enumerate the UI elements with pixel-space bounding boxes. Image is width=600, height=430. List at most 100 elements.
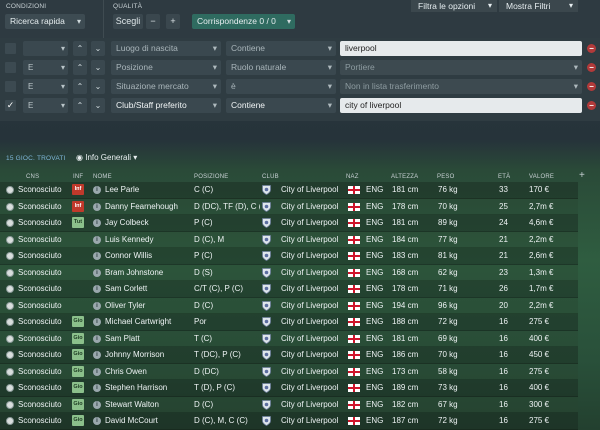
row-select-radio[interactable]: [6, 219, 14, 227]
player-name-link[interactable]: Connor Willis: [105, 251, 153, 260]
row-select-radio[interactable]: [6, 367, 14, 376]
info-icon[interactable]: i: [93, 252, 101, 260]
move-up-button[interactable]: ⌃: [73, 98, 87, 113]
info-icon[interactable]: i: [93, 417, 101, 425]
player-name-link[interactable]: Sam Corlett: [105, 284, 148, 293]
criteria-value-field[interactable]: Non in lista trasferimento ▾: [340, 79, 582, 94]
table-row[interactable]: Sconosciuto i Luis Kennedy D (C), M City…: [0, 231, 578, 248]
row-select-radio[interactable]: [6, 334, 14, 343]
table-row[interactable]: Sconosciuto Gio i Michael Cartwright Por…: [0, 314, 578, 331]
player-name-link[interactable]: Lee Parle: [105, 185, 140, 194]
table-row[interactable]: Sconosciuto Tut i Jay Colbeck P (C) City…: [0, 215, 578, 232]
player-name-link[interactable]: Bram Johnstone: [105, 267, 164, 277]
criteria-field-dropdown[interactable]: Posizione ▾: [111, 60, 221, 75]
remove-icon[interactable]: −: [587, 82, 596, 91]
criteria-checkbox[interactable]: [5, 62, 16, 73]
club-link[interactable]: City of Liverpool: [281, 284, 339, 293]
info-icon[interactable]: i: [93, 202, 101, 211]
row-select-radio[interactable]: [6, 318, 14, 326]
col-value[interactable]: VALORE: [529, 174, 555, 180]
club-link[interactable]: City of Liverpool: [281, 218, 339, 227]
row-select-radio[interactable]: [6, 351, 14, 359]
info-icon[interactable]: i: [93, 367, 101, 376]
move-up-button[interactable]: ⌃: [73, 79, 87, 94]
player-name-link[interactable]: Chris Owen: [105, 366, 147, 376]
criteria-field-dropdown[interactable]: Situazione mercato ▾: [111, 79, 221, 94]
table-row[interactable]: Sconosciuto Gio i Chris Owen D (DC) City…: [0, 363, 578, 380]
club-link[interactable]: City of Liverpool: [281, 399, 339, 409]
club-link[interactable]: City of Liverpool: [281, 234, 339, 244]
col-position[interactable]: POSIZIONE: [194, 174, 229, 180]
club-link[interactable]: City of Liverpool: [281, 350, 339, 359]
table-row[interactable]: Sconosciuto Gio i Sam Platt T (C) City o…: [0, 330, 578, 347]
criteria-field-dropdown[interactable]: Luogo di nascita ▾: [111, 41, 221, 56]
criteria-operator-dropdown[interactable]: Contiene ▾: [226, 41, 336, 56]
filter-options-button[interactable]: Filtra le opzioni ▾: [411, 0, 497, 12]
col-name[interactable]: NOME: [93, 174, 112, 180]
player-name-link[interactable]: Michael Cartwright: [105, 317, 172, 326]
expand-button[interactable]: ⌄: [91, 60, 105, 75]
club-link[interactable]: City of Liverpool: [281, 251, 339, 260]
logic-dropdown[interactable]: E ▾: [23, 60, 68, 75]
col-age[interactable]: ETÀ: [498, 174, 511, 180]
col-cns[interactable]: CNS: [26, 174, 40, 180]
row-select-radio[interactable]: [6, 417, 14, 425]
info-icon[interactable]: i: [93, 334, 101, 343]
logic-dropdown[interactable]: E ▾: [23, 79, 68, 94]
remove-icon[interactable]: −: [587, 44, 596, 53]
minus-button[interactable]: −: [146, 14, 160, 29]
player-name-link[interactable]: Johnny Morrison: [105, 350, 165, 359]
row-select-radio[interactable]: [6, 301, 14, 310]
row-select-radio[interactable]: [6, 268, 14, 277]
quick-search-dropdown[interactable]: Ricerca rapida ▾: [5, 14, 85, 29]
table-row[interactable]: Sconosciuto i Sam Corlett C/T (C), P (C)…: [0, 281, 578, 298]
move-up-button[interactable]: ⌃: [73, 60, 87, 75]
row-select-radio[interactable]: [6, 235, 14, 244]
table-row[interactable]: Sconosciuto Gio i Johnny Morrison T (DC)…: [0, 347, 578, 364]
expand-button[interactable]: ⌄: [91, 79, 105, 94]
expand-button[interactable]: ⌄: [91, 41, 105, 56]
club-link[interactable]: City of Liverpool: [281, 317, 339, 326]
club-link[interactable]: City of Liverpool: [281, 300, 339, 310]
club-link[interactable]: City of Liverpool: [281, 201, 339, 211]
table-row[interactable]: Sconosciuto i Connor Willis P (C) City o…: [0, 248, 578, 265]
info-icon[interactable]: i: [93, 301, 101, 310]
info-icon[interactable]: i: [93, 318, 101, 326]
player-name-link[interactable]: Stephen Harrison: [105, 383, 168, 392]
remove-icon[interactable]: −: [587, 101, 596, 110]
info-icon[interactable]: i: [93, 400, 101, 409]
row-select-radio[interactable]: [6, 384, 14, 392]
criteria-value-field[interactable]: Portiere ▾: [340, 60, 582, 75]
table-row[interactable]: Sconosciuto i Bram Johnstone D (S) City …: [0, 264, 578, 281]
criteria-checkbox[interactable]: [5, 43, 16, 54]
info-icon[interactable]: i: [93, 268, 101, 277]
info-icon[interactable]: i: [93, 351, 101, 359]
player-name-link[interactable]: Danny Fearnehough: [105, 201, 178, 211]
view-selector[interactable]: ◉ Info Generali ▾: [76, 153, 137, 162]
club-link[interactable]: City of Liverpool: [281, 333, 339, 343]
row-select-radio[interactable]: [6, 186, 14, 194]
col-weight[interactable]: PESO: [437, 174, 455, 180]
info-icon[interactable]: i: [93, 186, 101, 194]
player-name-link[interactable]: Luis Kennedy: [105, 234, 154, 244]
player-name-link[interactable]: Oliver Tyler: [105, 300, 146, 310]
criteria-value-field[interactable]: liverpool: [340, 41, 582, 56]
table-row[interactable]: Sconosciuto Gio i Stephen Harrison T (D)…: [0, 380, 578, 397]
expand-button[interactable]: ⌄: [91, 98, 105, 113]
col-height[interactable]: ALTEZZA: [391, 174, 419, 180]
col-nationality[interactable]: NAZ: [346, 174, 359, 180]
matches-dropdown[interactable]: Corrispondenze 0 / 0 ▾: [192, 14, 295, 29]
choose-button[interactable]: Scegli: [113, 14, 143, 29]
row-select-radio[interactable]: [6, 202, 14, 211]
table-row[interactable]: Sconosciuto Inf i Danny Fearnehough D (D…: [0, 198, 578, 215]
club-link[interactable]: City of Liverpool: [281, 366, 339, 376]
table-row[interactable]: Sconosciuto Inf i Lee Parle C (C) City o…: [0, 182, 578, 199]
add-column-button[interactable]: +: [579, 170, 585, 181]
info-icon[interactable]: i: [93, 384, 101, 392]
col-inf[interactable]: INF: [73, 174, 84, 180]
row-select-radio[interactable]: [6, 400, 14, 409]
table-row[interactable]: Sconosciuto Gio i Stewart Walton D (C) C…: [0, 396, 578, 413]
col-club[interactable]: CLUB: [262, 174, 279, 180]
criteria-value-field[interactable]: city of liverpool: [340, 98, 582, 113]
move-up-button[interactable]: ⌃: [73, 41, 87, 56]
